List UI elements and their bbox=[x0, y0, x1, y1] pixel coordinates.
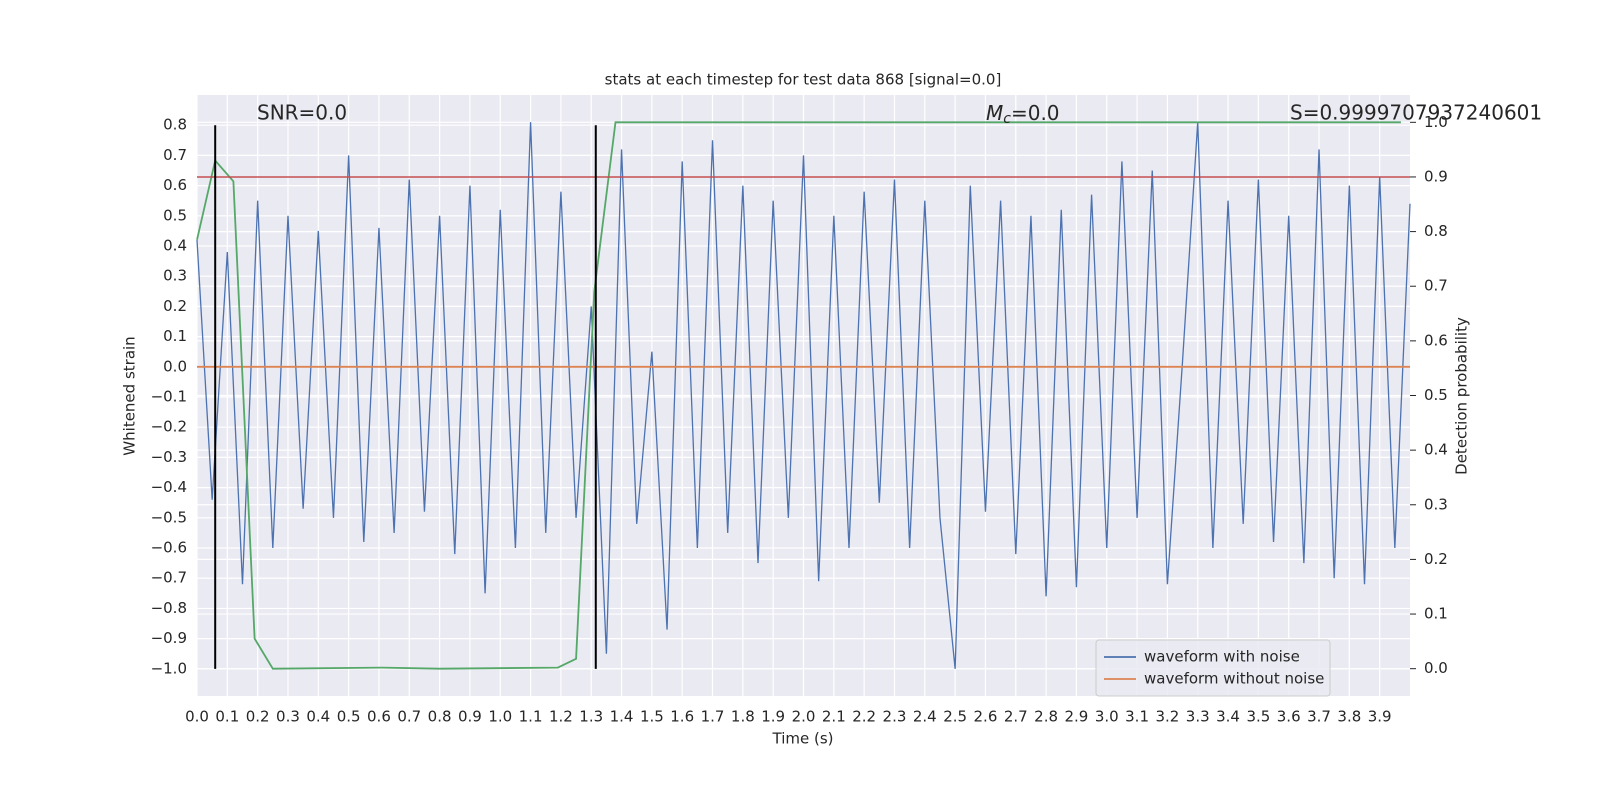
y2-axis-label: Detection probability bbox=[1453, 317, 1471, 475]
y-tick-label: 0.2 bbox=[163, 297, 187, 315]
y-tick-label: −0.2 bbox=[151, 418, 187, 436]
y-tick-label: 0.6 bbox=[163, 176, 187, 194]
marks bbox=[196, 121, 1411, 670]
y2-tick-label: 1.0 bbox=[1424, 113, 1448, 131]
x-tick-label: 2.5 bbox=[943, 708, 967, 726]
y-tick-label: 0.0 bbox=[163, 357, 187, 375]
chart-title: stats at each timestep for test data 868… bbox=[605, 71, 1002, 89]
y2-tick-label: 0.5 bbox=[1424, 386, 1448, 404]
x-tick-label: 2.4 bbox=[913, 708, 937, 726]
y2-tick-label: 0.9 bbox=[1424, 167, 1448, 185]
legend-box bbox=[1095, 639, 1331, 697]
y-tick-label: −0.6 bbox=[151, 539, 187, 557]
y-tick-label: 0.1 bbox=[163, 327, 187, 345]
y-tick-label: 0.5 bbox=[163, 206, 187, 224]
x-tick-label: 0.9 bbox=[458, 708, 482, 726]
annotation: Mc=0.0 bbox=[986, 101, 1060, 128]
y2-tick-label: 0.7 bbox=[1424, 277, 1448, 295]
y-tick-label: −0.4 bbox=[151, 478, 187, 496]
legend-label: waveform with noise bbox=[1144, 648, 1300, 666]
y-tick-label: 0.8 bbox=[163, 116, 187, 134]
x-tick-label: 3.6 bbox=[1277, 708, 1301, 726]
x-tick-label: 1.7 bbox=[701, 708, 725, 726]
y-tick-label: 0.4 bbox=[163, 237, 187, 255]
x-tick-label: 2.9 bbox=[1064, 708, 1088, 726]
x-tick-label: 1.8 bbox=[731, 708, 755, 726]
x-tick-label: 2.0 bbox=[792, 708, 816, 726]
x-tick-label: 1.6 bbox=[670, 708, 694, 726]
x-tick-label: 0.4 bbox=[306, 708, 330, 726]
x-tick-label: 0.3 bbox=[276, 708, 300, 726]
y-tick-label: −0.1 bbox=[151, 388, 187, 406]
y2-tick-label: 0.4 bbox=[1424, 441, 1448, 459]
annotation: SNR=0.0 bbox=[257, 101, 347, 125]
grid bbox=[196, 95, 1410, 696]
x-tick-label: 3.0 bbox=[1095, 708, 1119, 726]
legend-label: waveform without noise bbox=[1144, 670, 1324, 688]
x-tick-label: 1.1 bbox=[519, 708, 543, 726]
x-tick-label: 2.2 bbox=[852, 708, 876, 726]
x-tick-label: 0.0 bbox=[185, 708, 209, 726]
y2-tick-label: 0.0 bbox=[1424, 659, 1448, 677]
annotation: S=0.9999707937240601 bbox=[1290, 101, 1542, 125]
y-tick-label: −0.7 bbox=[151, 569, 187, 587]
x-tick-label: 2.1 bbox=[822, 708, 846, 726]
y-axis-label: Whitened strain bbox=[121, 336, 139, 455]
series-line bbox=[196, 121, 1401, 670]
y-tick-label: −0.3 bbox=[151, 448, 187, 466]
x-tick-label: 2.8 bbox=[1034, 708, 1058, 726]
y-tick-label: −1.0 bbox=[151, 659, 187, 677]
y-tick-label: 0.3 bbox=[163, 267, 187, 285]
x-tick-label: 1.9 bbox=[761, 708, 785, 726]
y2-tick-label: 0.1 bbox=[1424, 605, 1448, 623]
x-tick-label: 0.8 bbox=[428, 708, 452, 726]
x-tick-label: 0.2 bbox=[246, 708, 270, 726]
x-tick-label: 1.5 bbox=[640, 708, 664, 726]
x-tick-label: 3.9 bbox=[1368, 708, 1392, 726]
x-axis-label: Time (s) bbox=[772, 730, 834, 748]
x-tick-label: 2.6 bbox=[974, 708, 998, 726]
y-tick-label: −0.9 bbox=[151, 629, 187, 647]
y2-tick-label: 0.3 bbox=[1424, 495, 1448, 513]
x-tick-label: 3.4 bbox=[1216, 708, 1240, 726]
y2-tick-label: 0.6 bbox=[1424, 331, 1448, 349]
series-line bbox=[196, 122, 1411, 669]
y-tick-label: 0.7 bbox=[163, 146, 187, 164]
x-tick-label: 0.6 bbox=[367, 708, 391, 726]
x-tick-label: 1.2 bbox=[549, 708, 573, 726]
x-tick-label: 2.3 bbox=[883, 708, 907, 726]
x-tick-label: 3.7 bbox=[1307, 708, 1331, 726]
x-tick-label: 3.3 bbox=[1186, 708, 1210, 726]
y-tick-label: −0.8 bbox=[151, 599, 187, 617]
x-tick-label: 3.5 bbox=[1246, 708, 1270, 726]
x-tick-label: 1.4 bbox=[610, 708, 634, 726]
x-tick-label: 1.0 bbox=[488, 708, 512, 726]
x-tick-label: 1.3 bbox=[579, 708, 603, 726]
x-tick-label: 0.5 bbox=[337, 708, 361, 726]
x-tick-label: 2.7 bbox=[1004, 708, 1028, 726]
x-tick-label: 3.2 bbox=[1155, 708, 1179, 726]
y2-tick-label: 0.8 bbox=[1424, 222, 1448, 240]
y2-tick-label: 0.2 bbox=[1424, 550, 1448, 568]
x-tick-label: 3.8 bbox=[1337, 708, 1361, 726]
x-tick-label: 3.1 bbox=[1125, 708, 1149, 726]
y-tick-label: −0.5 bbox=[151, 508, 187, 526]
x-tick-label: 0.7 bbox=[397, 708, 421, 726]
x-tick-label: 0.1 bbox=[215, 708, 239, 726]
